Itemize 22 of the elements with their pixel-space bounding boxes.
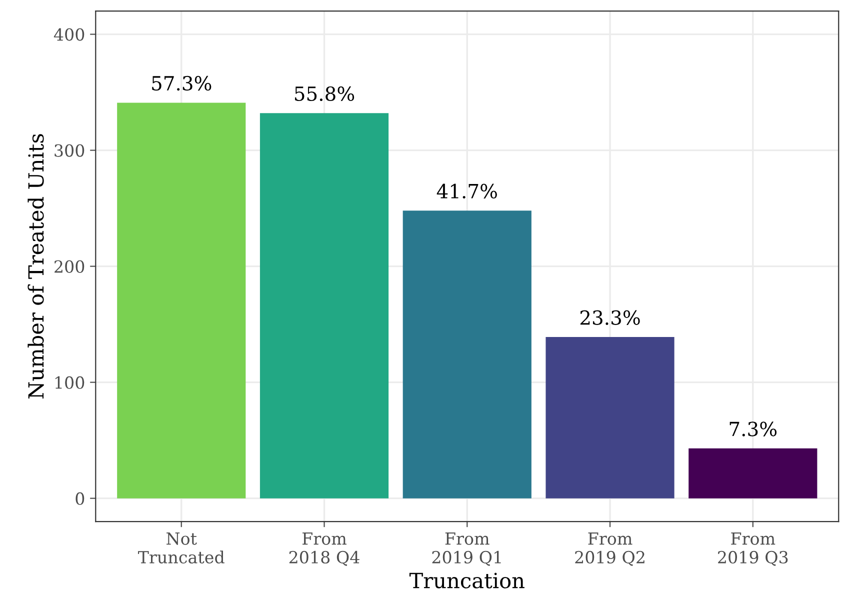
x-tick-label: From 2019 Q1: [432, 532, 501, 566]
y-tick-label: 400: [54, 28, 84, 41]
y-tick-label: 300: [54, 144, 84, 157]
x-tick-label: From 2019 Q2: [575, 532, 644, 566]
y-tick-label: 0: [76, 492, 84, 505]
annotation: 55.8%: [295, 86, 354, 102]
annotation: 41.7%: [436, 184, 497, 199]
bar: [117, 102, 246, 498]
annotation: 7.3%: [730, 422, 777, 436]
y-axis-title: Number of Treated Units: [28, 134, 44, 399]
y-tick-label: 100: [55, 376, 84, 389]
x-tick-label: Not Truncated: [138, 532, 224, 564]
bar: [546, 337, 674, 498]
bar: [260, 113, 389, 498]
bar: [688, 448, 818, 498]
y-tick-label: 200: [54, 260, 84, 273]
bar: [402, 210, 532, 498]
x-axis-title: Truncation: [409, 572, 524, 588]
annotation: 57.3%: [152, 76, 212, 91]
x-tick-label: From 2018 Q4: [289, 532, 360, 566]
annotation: 23.3%: [580, 310, 640, 325]
x-tick-label: From 2019 Q3: [718, 532, 788, 566]
